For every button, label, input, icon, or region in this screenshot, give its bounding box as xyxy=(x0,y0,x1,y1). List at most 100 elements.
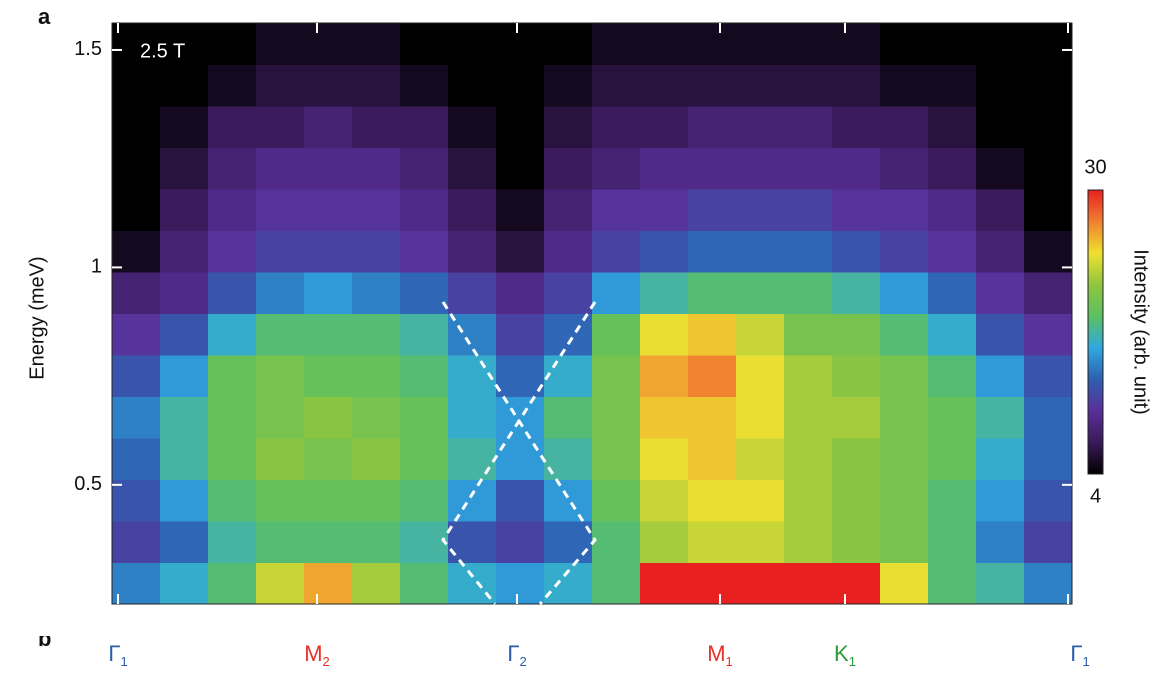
heatmap-cell xyxy=(928,272,977,314)
heatmap-cell xyxy=(112,106,161,148)
heatmap-cell xyxy=(832,479,881,522)
x-tick-label-sub: 1 xyxy=(1082,654,1089,669)
heatmap-cell xyxy=(880,479,929,522)
heatmap-cell xyxy=(976,355,1025,397)
heatmap-cell xyxy=(784,189,833,231)
heatmap-cell xyxy=(544,272,593,314)
heatmap-cell xyxy=(448,521,497,563)
heatmap-cell xyxy=(880,189,929,231)
heatmap-cell xyxy=(928,521,977,563)
heatmap-cell xyxy=(688,521,737,563)
heatmap-cell xyxy=(256,479,305,522)
heatmap-cell xyxy=(976,147,1025,190)
heatmap-cell xyxy=(592,23,641,65)
heatmap-cell xyxy=(1024,230,1073,273)
x-tick-label-main: Γ xyxy=(1070,641,1082,666)
heatmap-cell xyxy=(352,272,401,314)
heatmap-cell xyxy=(304,189,353,231)
heatmap-cell xyxy=(160,230,209,273)
x-tick-label: Γ2 xyxy=(507,641,526,670)
heatmap-cell xyxy=(592,64,641,107)
x-tick-label: K1 xyxy=(834,641,856,670)
heatmap-cell xyxy=(256,106,305,148)
heatmap-cell xyxy=(640,438,689,480)
heatmap-cell xyxy=(112,313,161,356)
heatmap-cell xyxy=(208,396,257,439)
heatmap-cell xyxy=(256,189,305,231)
heatmap-cell xyxy=(1024,106,1073,148)
heatmap-cell xyxy=(304,147,353,190)
heatmap-cell xyxy=(688,438,737,480)
heatmap-cell xyxy=(208,272,257,314)
x-tick-label: M1 xyxy=(707,641,733,670)
x-tick-label-main: Γ xyxy=(108,641,120,666)
heatmap-cell xyxy=(496,521,545,563)
heatmap-cell xyxy=(592,521,641,563)
heatmap-cell xyxy=(448,479,497,522)
heatmap-cell xyxy=(928,479,977,522)
heatmap-cell xyxy=(496,479,545,522)
heatmap-cell xyxy=(544,230,593,273)
heatmap-cell xyxy=(832,23,881,65)
heatmap-cell xyxy=(544,479,593,522)
heatmap-cell xyxy=(400,189,449,231)
heatmap-cell xyxy=(736,438,785,480)
plot-frame xyxy=(111,22,1073,605)
heatmap-cell xyxy=(160,562,209,605)
heatmap-cell xyxy=(352,438,401,480)
heatmap-cell xyxy=(400,106,449,148)
heatmap-cell xyxy=(976,479,1025,522)
heatmap-cell xyxy=(304,521,353,563)
heatmap-cell xyxy=(112,562,161,605)
heatmap-cell xyxy=(784,106,833,148)
heatmap-cell xyxy=(400,562,449,605)
x-tick-label-sub: 1 xyxy=(120,654,127,669)
heatmap-cell xyxy=(736,562,785,605)
heatmap-cell xyxy=(1024,272,1073,314)
heatmap-cell xyxy=(736,147,785,190)
heatmap-cell xyxy=(880,147,929,190)
x-tick-label-sub: 2 xyxy=(519,654,526,669)
heatmap-cell xyxy=(976,189,1025,231)
heatmap-cell xyxy=(688,562,737,605)
heatmap-cell xyxy=(688,230,737,273)
heatmap-cell xyxy=(400,230,449,273)
heatmap-cell xyxy=(928,106,977,148)
heatmap-cell xyxy=(160,313,209,356)
heatmap-cell xyxy=(112,438,161,480)
dispersion-line xyxy=(441,301,597,605)
heatmap-cell xyxy=(688,106,737,148)
heatmap-cell xyxy=(256,562,305,605)
heatmap-cell xyxy=(832,355,881,397)
heatmap-cell xyxy=(640,479,689,522)
heatmap-cell xyxy=(640,106,689,148)
heatmap-cell xyxy=(1024,189,1073,231)
heatmap-cell xyxy=(496,396,545,439)
heatmap-cell xyxy=(208,313,257,356)
heatmap-cell xyxy=(736,355,785,397)
heatmap-cell xyxy=(688,23,737,65)
heatmap-cell xyxy=(784,562,833,605)
heatmap-cell xyxy=(1024,521,1073,563)
heatmap-cell xyxy=(160,189,209,231)
colorbar xyxy=(1087,189,1104,475)
heatmap-cell xyxy=(736,106,785,148)
heatmap-cell xyxy=(352,521,401,563)
dispersion-line xyxy=(441,301,597,605)
heatmap-cell xyxy=(976,230,1025,273)
heatmap-cell xyxy=(784,355,833,397)
heatmap-cell xyxy=(304,479,353,522)
heatmap-cell xyxy=(784,64,833,107)
heatmap-cell xyxy=(496,272,545,314)
x-tick-label-main: M xyxy=(304,641,322,666)
heatmap-cell xyxy=(688,272,737,314)
heatmap-cell xyxy=(928,147,977,190)
x-tick-label-main: K xyxy=(834,641,849,666)
heatmap-cell xyxy=(592,272,641,314)
heatmap-cell xyxy=(400,313,449,356)
heatmap-cell xyxy=(784,438,833,480)
heatmap-cell xyxy=(736,64,785,107)
heatmap-cell xyxy=(928,189,977,231)
heatmap-cell xyxy=(592,313,641,356)
heatmap-cell xyxy=(352,23,401,65)
